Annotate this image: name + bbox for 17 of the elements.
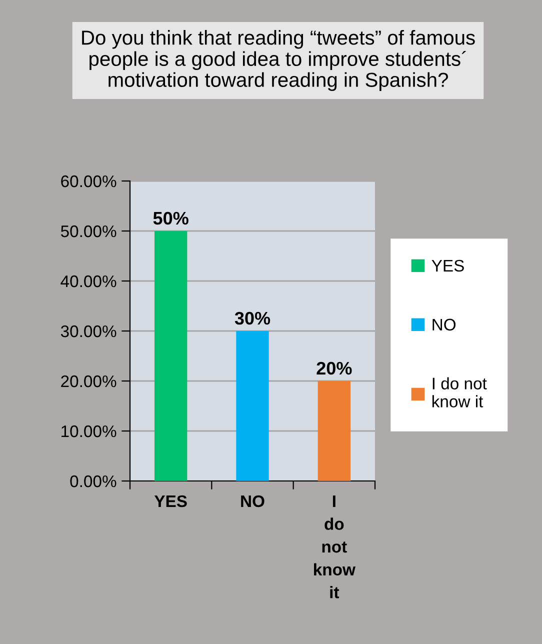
- y-tick-label: 40.00%: [60, 275, 116, 288]
- y-tick-label: 50.00%: [60, 225, 116, 238]
- y-tick-label: 60.00%: [61, 175, 116, 188]
- x-tick-label: YES: [154, 495, 187, 508]
- legend-label: NO: [432, 318, 456, 331]
- y-tick-label: 0.00%: [70, 475, 116, 488]
- x-tick-label: NO: [241, 495, 264, 508]
- y-tick-label: 10.00%: [62, 425, 116, 438]
- data-label: 20%: [316, 362, 352, 375]
- data-label: 30%: [234, 312, 270, 325]
- x-tick-label: I do not know it: [314, 496, 356, 598]
- data-label: 50%: [153, 212, 188, 225]
- y-tick-label: 20.00%: [61, 375, 116, 388]
- y-tick-label: 30.00%: [60, 325, 116, 338]
- legend-label: I do not know it: [432, 377, 487, 408]
- chart-title: Do you think that reading “tweets” of famous people is a good idea to improve students´ motivation toward reading in Spanish?: [82, 30, 475, 91]
- legend-label: YES: [432, 260, 464, 272]
